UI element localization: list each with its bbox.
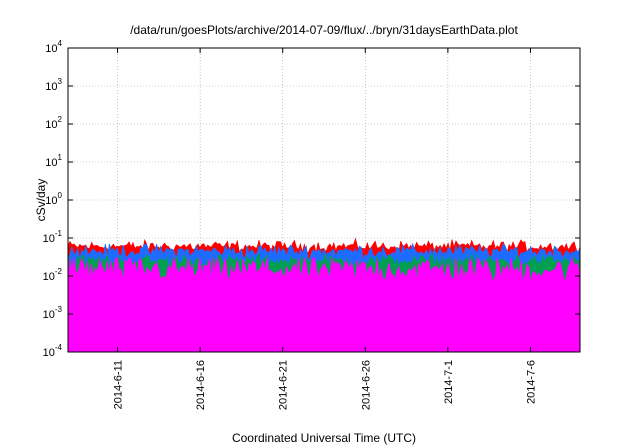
y-tick-exponent: -1 — [55, 229, 63, 238]
dropout-spike — [387, 293, 390, 352]
dropout-spike — [271, 293, 275, 352]
series-layer — [67, 237, 581, 353]
x-tick-label: 2014-6-26 — [360, 360, 372, 410]
y-tick-base: 10 — [45, 157, 57, 169]
y-tick-label: 10-4 — [43, 343, 63, 359]
dropout-spike — [503, 293, 506, 352]
y-tick-base: 10 — [45, 119, 57, 131]
y-tick-label: 10-3 — [43, 305, 63, 321]
y-tick-label: 103 — [45, 77, 62, 93]
y-axis-label: cSv/day — [34, 179, 48, 222]
y-tick-exponent: 1 — [58, 153, 63, 162]
dropout-spike — [519, 293, 523, 352]
y-tick-exponent: 4 — [58, 39, 63, 48]
y-tick-base: 10 — [43, 347, 55, 359]
y-tick-exponent: -3 — [55, 305, 63, 314]
y-tick-base: 10 — [45, 43, 57, 55]
y-tick-exponent: -2 — [55, 267, 63, 276]
y-tick-exponent: 0 — [58, 191, 63, 200]
y-tick-base: 10 — [43, 271, 55, 283]
y-tick-base: 10 — [45, 81, 57, 93]
chart-title: /data/run/goesPlots/archive/2014-07-09/f… — [130, 23, 518, 37]
y-tick-label: 101 — [45, 153, 62, 169]
dropout-spike — [156, 293, 159, 352]
y-tick-exponent: -4 — [55, 343, 63, 352]
y-tick-base: 10 — [43, 309, 55, 321]
y-tick-label: 10-1 — [43, 229, 63, 245]
y-tick-base: 10 — [45, 195, 57, 207]
series-area-4 — [67, 256, 581, 353]
y-tick-label: 104 — [45, 39, 62, 55]
x-tick-label: 2014-7-6 — [525, 360, 537, 404]
x-tick-label: 2014-6-11 — [113, 360, 125, 409]
x-axis-label: Coordinated Universal Time (UTC) — [232, 431, 416, 445]
x-tick-label: 2014-6-21 — [278, 360, 290, 410]
dropout-spike — [337, 293, 341, 352]
y-tick-exponent: 2 — [58, 115, 63, 124]
y-tick-exponent: 3 — [58, 77, 63, 86]
y-tick-label: 100 — [45, 191, 62, 207]
y-tick-label: 102 — [45, 115, 62, 131]
x-tick-label: 2014-7-1 — [443, 360, 455, 404]
y-tick-base: 10 — [43, 233, 55, 245]
y-tick-label: 10-2 — [43, 267, 63, 283]
dropout-spike — [222, 293, 225, 352]
x-tick-label: 2014-6-16 — [195, 360, 207, 410]
dropout-spike — [569, 293, 572, 352]
x-axis: 2014-6-11 2014-6-16 2014-6-21 2014-6-26 2014… — [113, 48, 537, 410]
